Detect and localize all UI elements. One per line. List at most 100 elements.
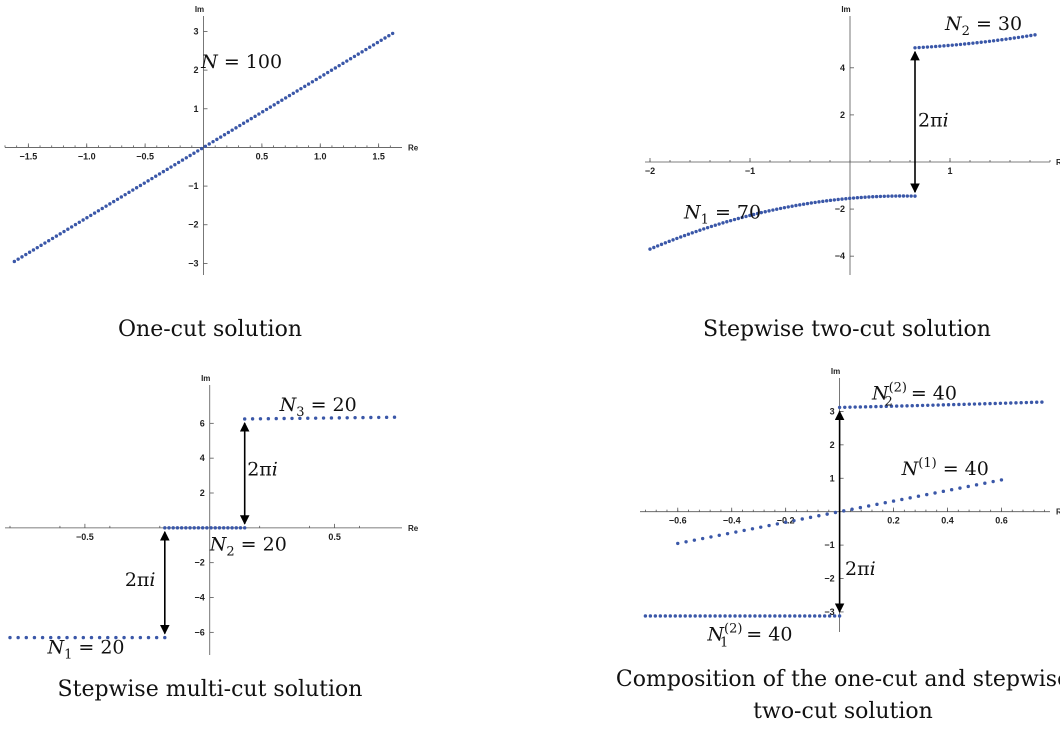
y-tick-label: 6 (200, 418, 205, 428)
y-tick-label: −2 (824, 574, 834, 584)
data-point (958, 486, 962, 490)
data-point (915, 403, 920, 408)
data-point (894, 404, 899, 408)
data-point (713, 614, 717, 618)
y-tick-label: 2 (200, 488, 205, 498)
data-point (196, 149, 200, 153)
y-tick-label: −4 (835, 251, 845, 261)
y-tick-label: 1 (193, 104, 198, 114)
series-1 (12, 31, 395, 264)
data-point (360, 50, 364, 54)
data-point (387, 33, 391, 38)
data-point (1012, 36, 1017, 40)
y-tick-label: 4 (840, 63, 845, 73)
data-point (742, 528, 746, 533)
data-point (792, 518, 796, 523)
y-tick-label: −3 (188, 258, 198, 268)
data-point (936, 403, 940, 407)
data-point (39, 243, 43, 248)
data-point (999, 478, 1004, 482)
data-point (740, 215, 744, 220)
data-point (693, 614, 697, 618)
data-point (800, 517, 804, 521)
data-point (933, 44, 938, 49)
data-point (73, 635, 77, 640)
series-1 (648, 194, 917, 251)
data-point (241, 121, 246, 125)
data-point (713, 223, 717, 227)
data-point (24, 252, 28, 257)
data-point (57, 635, 61, 640)
data-point (905, 194, 910, 198)
data-point (827, 614, 832, 618)
x-tick-label: −2 (645, 166, 655, 176)
data-point (361, 415, 365, 420)
data-point (146, 635, 151, 640)
data-point (732, 217, 737, 222)
data-point (96, 209, 101, 213)
data-point (73, 222, 78, 227)
data-point (659, 242, 664, 247)
x-tick-label: 0.2 (887, 516, 900, 526)
data-point (648, 247, 652, 251)
annotation-label: N(1) = 40 (901, 456, 989, 480)
data-point (875, 502, 879, 507)
data-point (998, 401, 1003, 405)
y-tick-label: 3 (193, 26, 198, 36)
data-point (748, 614, 752, 618)
data-point (66, 227, 70, 231)
data-point (721, 221, 725, 225)
data-point (1004, 37, 1008, 41)
data-point (941, 403, 946, 407)
data-point (883, 501, 887, 505)
data-point (788, 614, 792, 618)
data-point (673, 614, 677, 618)
series-2 (837, 400, 1044, 410)
data-point (942, 44, 946, 48)
data-point (889, 404, 894, 408)
data-point (863, 195, 867, 199)
y-tick-label: −4 (194, 593, 204, 603)
data-point (20, 255, 24, 259)
data-point (717, 222, 721, 226)
data-point (114, 635, 118, 640)
data-point (859, 195, 863, 200)
data-point (215, 137, 219, 142)
data-point (925, 492, 929, 497)
annotation-label: N(2) 1 = 40 (706, 621, 792, 650)
data-point (280, 98, 284, 102)
annotation-label: 2πi (845, 558, 876, 580)
data-point (77, 220, 82, 225)
x-tick-label: −1.5 (19, 151, 37, 161)
data-point (167, 526, 171, 530)
plot-stepwise-two-cut: −2 −1 1 −4 −2 2 4 Re Im N1 = 70 N2 = 30 2πi Stepwise… (645, 5, 1060, 342)
data-point (1000, 38, 1004, 42)
data-point (874, 194, 879, 199)
data-point (886, 194, 890, 198)
data-point (996, 38, 1000, 42)
data-point (119, 195, 124, 199)
data-point (142, 181, 146, 185)
y-axis-label: Im (831, 367, 840, 376)
data-point (988, 401, 992, 406)
plot-composition: −0.6−0.4−0.20.20.40.6−3−2−1123ReImN(2)1 … (616, 367, 1060, 724)
data-point (318, 75, 322, 79)
data-point (753, 614, 757, 618)
data-point (702, 227, 706, 231)
x-tick-label: 1 (947, 166, 952, 176)
data-point (962, 402, 966, 407)
data-point (836, 197, 840, 202)
data-point (987, 39, 992, 43)
data-point (325, 70, 330, 75)
x-tick-label: 0.5 (256, 151, 269, 161)
y-axis-label: Im (195, 5, 204, 14)
data-point (821, 199, 825, 204)
data-point (910, 403, 914, 408)
data-point (345, 416, 349, 420)
data-point (188, 153, 192, 158)
data-point (47, 239, 51, 243)
annotation-label: N2 = 30 (944, 13, 1022, 39)
data-point (383, 36, 387, 40)
data-point (123, 192, 127, 197)
